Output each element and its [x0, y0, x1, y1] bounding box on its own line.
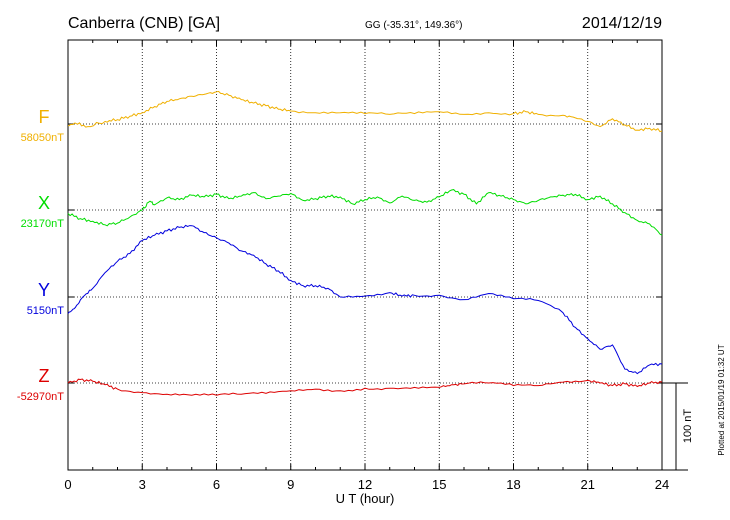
x-tick-label: 18 — [506, 477, 520, 492]
x-tick-label: 15 — [432, 477, 446, 492]
x-axis-tick-labels: 0 3 6 9 12 15 18 21 24 — [64, 477, 669, 492]
plot-frame — [67, 39, 663, 471]
baseline-value-f: 58050nT — [21, 132, 65, 144]
x-axis-ticks — [67, 40, 663, 470]
baseline-value-z: -52970nT — [17, 391, 64, 403]
date-label: 2014/12/19 — [582, 15, 662, 32]
coordinates-label: GG (-35.31°, 149.36°) — [365, 20, 463, 31]
x-tick-label: 9 — [287, 477, 294, 492]
x-tick-label: 21 — [581, 477, 595, 492]
series-line-y — [67, 224, 663, 375]
scale-bar: 100 nT — [662, 382, 694, 471]
component-letter-x: X — [38, 193, 50, 213]
gridlines — [68, 40, 662, 470]
x-tick-label: 12 — [358, 477, 372, 492]
plotted-timestamp: Plotted at 2015/01/19 01:32 UT — [717, 344, 726, 455]
x-axis-label: U T (hour) — [336, 491, 395, 506]
x-tick-label: 3 — [139, 477, 146, 492]
scale-bar-label: 100 nT — [682, 409, 694, 444]
baseline-value-x: 23170nT — [21, 218, 65, 230]
component-letter-z: Z — [39, 366, 50, 386]
x-tick-label: 0 — [64, 477, 71, 492]
series-line-x — [67, 189, 663, 236]
x-tick-label: 24 — [655, 477, 669, 492]
series-line-f — [67, 90, 663, 133]
station-title: Canberra (CNB) [GA] — [68, 15, 220, 32]
series-line-z — [67, 378, 663, 396]
baseline-value-y: 5150nT — [27, 305, 65, 317]
component-labels: F 58050nT X 23170nT Y 5150nT Z -52970nT — [17, 107, 64, 403]
x-tick-label: 6 — [213, 477, 220, 492]
component-letter-y: Y — [38, 280, 50, 300]
component-letter-f: F — [39, 107, 50, 127]
series-lines — [67, 90, 663, 396]
